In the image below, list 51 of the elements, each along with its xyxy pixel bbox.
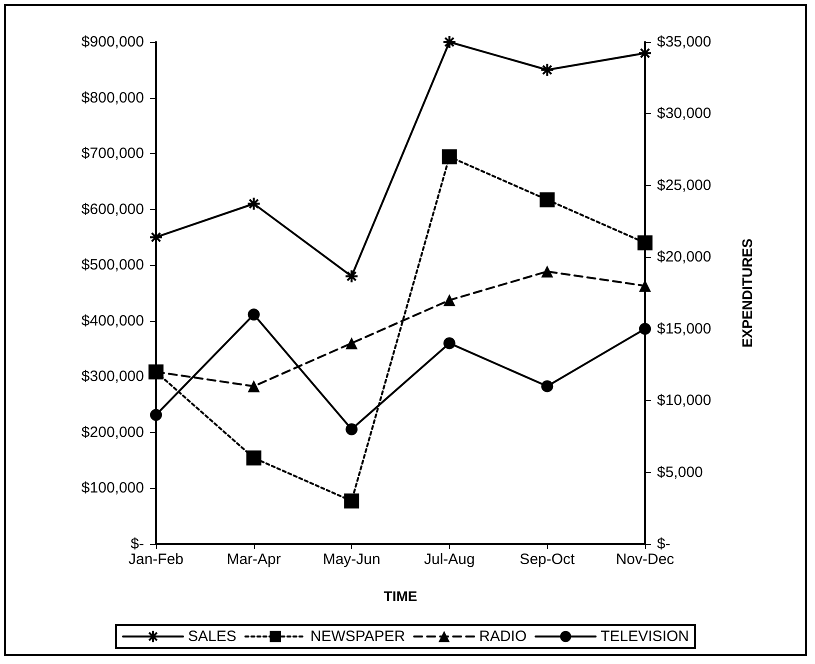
y2-tick-label: $- (657, 536, 670, 552)
point (540, 192, 555, 208)
point (638, 235, 652, 250)
y-tick-label: $900,000 (81, 34, 144, 50)
point (638, 46, 652, 60)
x-tick-label: Nov-Dec (616, 551, 675, 568)
y2-tick-label: $20,000 (657, 248, 712, 266)
point (541, 265, 554, 278)
point (248, 308, 260, 321)
point (346, 423, 358, 436)
point (346, 337, 358, 350)
x-tick-label: Mar-Apr (226, 551, 281, 568)
y-tick-label: $800,000 (81, 89, 144, 106)
x-tick-label: Jan-Feb (128, 551, 184, 568)
x-tick-label: May-Jun (322, 551, 380, 568)
legend-label: RADIO (479, 628, 527, 645)
legend-label: NEWSPAPER (310, 628, 406, 645)
x-tick-label: Jul-Aug (424, 551, 475, 568)
y-tick-label: $300,000 (81, 368, 144, 386)
x-axis-title: TIME (384, 588, 418, 604)
point (443, 294, 456, 306)
x-tick-label: Sep-Oct (520, 551, 576, 568)
point (248, 380, 260, 392)
point (344, 493, 360, 508)
point (541, 380, 554, 392)
point (150, 408, 162, 421)
point (442, 35, 456, 49)
y-tick-label: $600,000 (81, 200, 144, 218)
y-tick-label: $200,000 (81, 424, 144, 441)
y2-tick-label: $30,000 (657, 105, 712, 122)
point (344, 269, 359, 284)
point (246, 196, 261, 211)
y2-axis-title: EXPENDITURES (739, 238, 755, 348)
point (443, 337, 456, 350)
y-tick-label: $- (130, 536, 144, 552)
y-tick-label: $700,000 (81, 145, 144, 162)
point (540, 62, 554, 77)
y-tick-label: $500,000 (81, 256, 144, 274)
y-tick-label: $100,000 (81, 480, 144, 497)
legend-label: TELEVISION (600, 628, 689, 645)
y2-tick-label: $5,000 (657, 464, 703, 481)
y2-tick-label: $10,000 (657, 392, 712, 410)
point (246, 450, 262, 466)
y2-tick-label: $35,000 (657, 34, 712, 50)
point (442, 149, 457, 164)
point (639, 322, 651, 335)
y-tick-label: $400,000 (81, 312, 144, 330)
y2-tick-label: $15,000 (657, 320, 712, 338)
y2-tick-label: $25,000 (657, 176, 712, 194)
point (149, 230, 163, 244)
legend-label: SALES (188, 628, 236, 645)
